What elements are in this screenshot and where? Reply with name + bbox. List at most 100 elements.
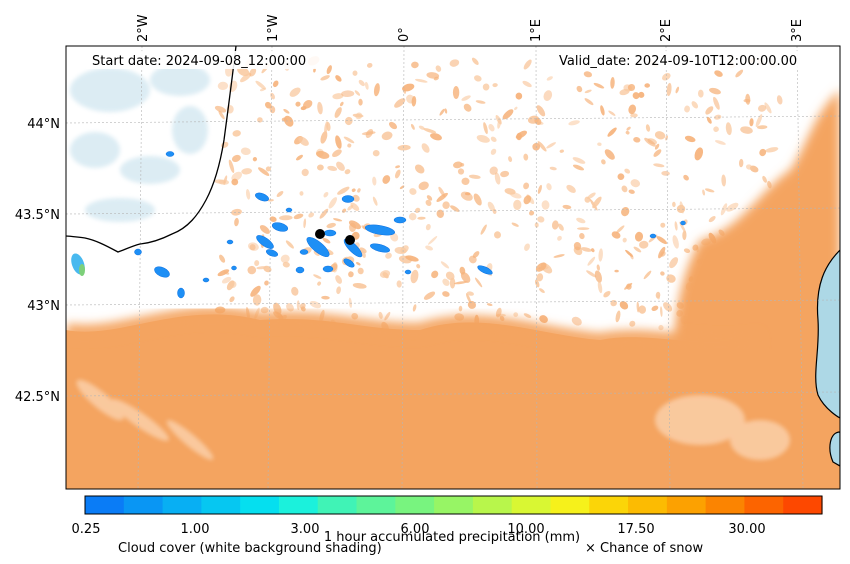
cloud-fleck xyxy=(452,86,460,99)
cloud-fleck xyxy=(409,188,417,195)
cloud-fleck xyxy=(619,301,629,310)
cloud-fleck xyxy=(615,310,621,323)
cloud-fleck xyxy=(229,296,235,303)
cloud-fleck xyxy=(513,312,519,317)
cloud-fleck xyxy=(534,222,539,228)
cloud-fleck xyxy=(352,70,358,76)
colorbar-segment xyxy=(162,496,202,514)
cloud-fleck xyxy=(495,114,502,125)
cloud-fleck xyxy=(639,240,649,249)
latitude-labels: 44°N 43.5°N 43°N 42.5°N xyxy=(15,117,60,405)
cloud-fleck xyxy=(665,135,669,141)
cloud-fleck xyxy=(601,159,606,165)
cloud-fleck xyxy=(558,223,564,231)
cloud-fleck xyxy=(372,149,380,157)
colorbar-segment xyxy=(85,496,125,514)
cloud-fleck xyxy=(317,281,322,286)
cloud-fleck xyxy=(661,170,670,176)
cloud-fleck xyxy=(464,192,471,196)
colorbar-segment xyxy=(744,496,784,514)
cloud-fleck xyxy=(515,92,523,100)
cloud-fleck xyxy=(347,143,352,148)
cloud-fleck xyxy=(514,106,518,111)
cb-tick-2: 3.00 xyxy=(291,522,320,537)
cloud-fleck xyxy=(435,65,442,72)
cloud-fleck xyxy=(473,193,482,206)
colorbar-segment xyxy=(511,496,552,514)
cloud-fleck xyxy=(245,188,251,200)
cloud-fleck xyxy=(226,280,235,291)
cloud-fleck xyxy=(354,90,361,96)
cloud-fleck xyxy=(482,83,490,91)
cloud-fleck xyxy=(467,300,476,309)
cloud-fleck xyxy=(682,230,687,241)
cloud-fleck xyxy=(440,261,450,269)
cloud-fleck xyxy=(494,172,501,185)
cloud-fleck xyxy=(523,313,532,318)
cloud-fleck xyxy=(339,101,344,107)
cloud-fleck xyxy=(534,279,540,288)
cloud-fleck xyxy=(654,143,660,150)
cloud-fleck xyxy=(576,85,583,93)
cloud-fleck xyxy=(348,271,354,278)
cloud-fleck xyxy=(672,235,679,249)
precipitation-colorbar xyxy=(85,496,823,514)
cloud-fleck xyxy=(344,116,353,126)
cloud-fleck xyxy=(566,184,576,193)
colorbar-segment xyxy=(783,496,823,514)
cloud-fleck xyxy=(653,163,665,168)
cloud-fleck xyxy=(745,93,751,105)
cloud-fleck xyxy=(617,173,625,181)
cb-tick-5: 17.50 xyxy=(617,522,654,537)
cloud-fleck xyxy=(511,222,519,227)
cloud-fleck xyxy=(559,149,564,153)
cloud-fleck xyxy=(423,128,437,134)
cloud-fleck xyxy=(489,166,498,175)
location-marker-b xyxy=(345,235,355,245)
start-date-box xyxy=(86,51,326,69)
cloud-fleck xyxy=(634,231,644,242)
cloud-fleck xyxy=(344,169,351,175)
cloud-fleck xyxy=(384,311,391,321)
cloud-fleck xyxy=(267,199,274,202)
cloud-fleck xyxy=(279,215,293,221)
cloud-fleck xyxy=(296,300,300,311)
cloud-fleck xyxy=(293,213,304,220)
cloud-fleck xyxy=(358,98,363,106)
cloud-fleck xyxy=(436,209,445,218)
cloud-fleck xyxy=(218,179,229,185)
cloud-fleck xyxy=(385,252,392,259)
cloud-fleck xyxy=(721,174,727,187)
cloud-fleck xyxy=(438,186,446,198)
cloud-fleck xyxy=(543,90,553,101)
cloud-fleck xyxy=(607,127,617,137)
cloud-flecks xyxy=(214,55,783,333)
cloud-fleck xyxy=(453,161,463,169)
cloud-fleck xyxy=(259,225,270,234)
cloud-fleck xyxy=(562,204,572,210)
lat-label-44: 44°N xyxy=(27,117,60,132)
cloud-fleck xyxy=(660,271,665,276)
cloud-fleck xyxy=(490,148,497,155)
cloud-fleck xyxy=(255,80,267,90)
cloud-fleck xyxy=(576,217,586,224)
cloud-fleck xyxy=(249,68,257,77)
cloud-fleck xyxy=(356,262,361,266)
cloud-fleck xyxy=(684,105,691,113)
cloud-fleck xyxy=(653,149,662,157)
cloud-fleck xyxy=(264,101,272,109)
cloud-fleck xyxy=(336,161,345,171)
cloud-fleck xyxy=(303,100,313,109)
cloud-fleck xyxy=(221,276,232,284)
cloud-fleck xyxy=(276,190,284,198)
cloud-fleck xyxy=(280,254,290,263)
cloud-fleck xyxy=(395,165,401,169)
cloud-fleck xyxy=(431,270,439,279)
cb-tick-0: 0.25 xyxy=(72,522,101,537)
cloud-fleck xyxy=(250,285,261,297)
cloud-fleck xyxy=(568,120,580,126)
cloud-fleck xyxy=(611,231,621,239)
cloud-fleck xyxy=(272,80,279,88)
cloud-fleck xyxy=(417,216,426,220)
cloud-fleck xyxy=(758,104,767,112)
